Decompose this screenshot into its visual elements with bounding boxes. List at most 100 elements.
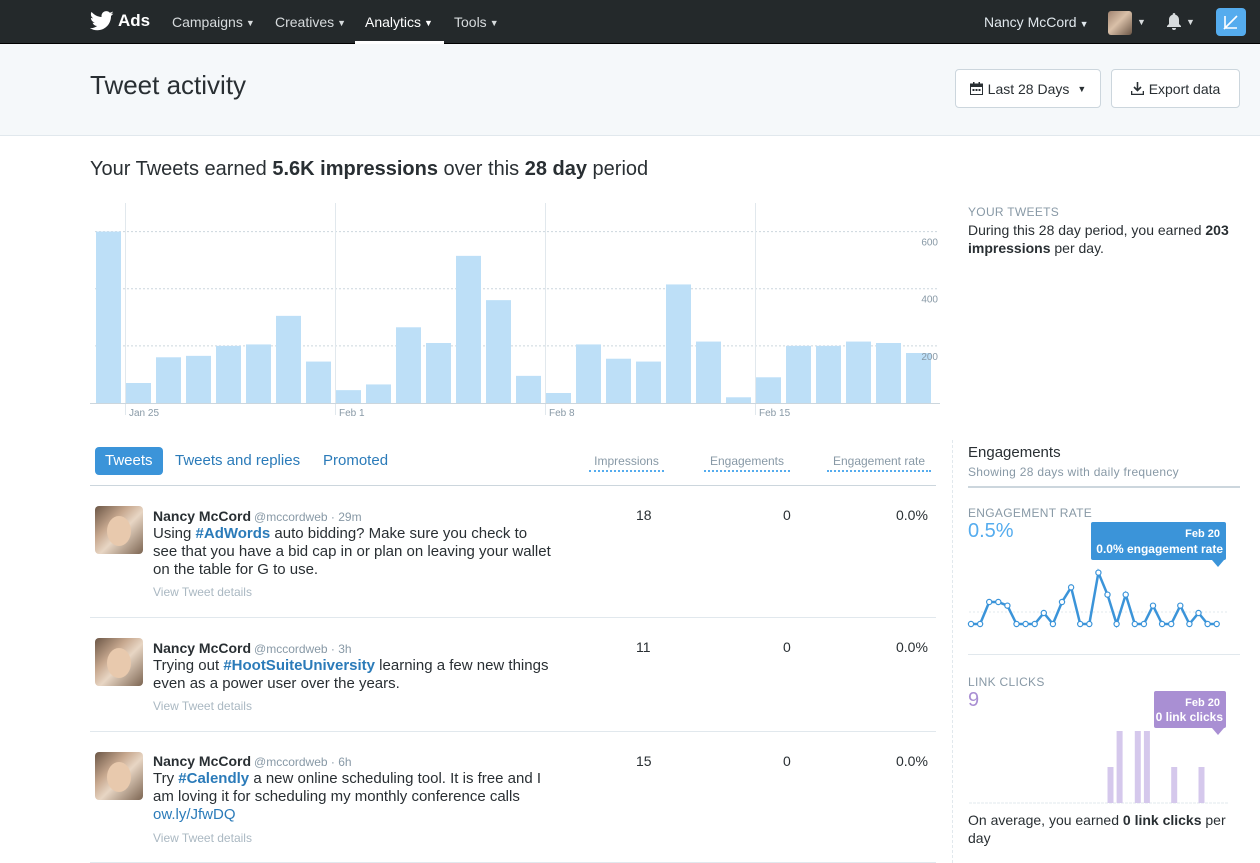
tweet-author[interactable]: Nancy McCord @mccordweb · 29m [153,508,362,524]
chart-bar [576,344,601,403]
avg-text-b: 0 link clicks [1122,812,1202,828]
engagement-rate-point [1204,620,1211,628]
link-clicks-bar [1134,731,1141,803]
chart-bar [306,361,331,403]
tab-tweets[interactable]: Tweets [95,447,163,475]
tweet-url-link[interactable]: ow.ly/JfwDQ [153,806,236,823]
tweet-engagements: 0 [783,639,791,655]
chart-bar [96,231,121,403]
link-clicks-chart: Feb 200 link clicks [969,691,1228,804]
hashtag-link[interactable]: #HootSuiteUniversity [223,657,376,674]
chevron-down-icon[interactable]: ▼ [1186,17,1195,27]
nav-campaigns[interactable]: Campaigns ▼ [162,0,265,44]
engagement-rate-point [1013,620,1020,628]
avatar[interactable] [95,752,143,800]
hashtag-link[interactable]: #Calendly [178,770,250,787]
your-tweets-label: YOUR TWEETS [968,205,1060,219]
link-clicks-average: On average, you earned 0 link clicks per… [968,811,1240,847]
tweet-author[interactable]: Nancy McCord @mccordweb · 6h [153,753,352,769]
brand-logo[interactable]: Ads [90,10,150,32]
engagement-rate-point [1058,598,1066,606]
tweet-text: Try #Calendly a new online scheduling to… [153,770,553,824]
tweet-row[interactable]: Nancy McCord @mccordweb · 29m Using #AdWo… [90,486,936,618]
chevron-down-icon: ▼ [1077,83,1087,94]
export-data-label: Export data [1148,80,1221,97]
date-range-label: Last 28 Days [987,80,1070,97]
chart-bar [786,345,811,403]
col-engagement-rate[interactable]: Engagement rate [827,454,931,472]
nav-tools-label: Tools [454,14,487,30]
summary-impressions: 5.6K impressions [272,158,438,180]
tweet-row[interactable]: Nancy McCord @mccordweb · 6h Try #Calendl… [90,732,936,863]
export-data-button[interactable]: Export data [1111,69,1240,108]
nav-analytics[interactable]: Analytics ▼ [355,0,444,44]
date-range-button[interactable]: Last 28 Days ▼ [955,69,1101,108]
chart-bar [186,355,211,403]
view-tweet-details-link[interactable]: View Tweet details [153,831,252,845]
engagements-subtitle: Showing 28 days with daily frequency [968,465,1179,479]
engagement-rate-point [1122,591,1129,598]
link-clicks-tooltip [1154,691,1226,728]
nav-creatives[interactable]: Creatives ▼ [265,0,356,44]
col-engagements[interactable]: Engagements [704,454,790,472]
engagement-rate-point [1149,602,1157,609]
engagement-rate-point [1213,620,1220,628]
link-clicks-bar [1107,767,1114,803]
col-impressions[interactable]: Impressions [589,454,664,472]
engagement-rate-value: 0.5% [968,520,1014,542]
your-tweets-text: During this 28 day period, you earned 20… [968,221,1253,257]
your-tweets-text-a: During this 28 day period, you earned [968,222,1202,238]
user-menu[interactable]: Nancy McCord ▼ [984,0,1089,44]
chart-bar [816,345,841,403]
tab-tweets-and-replies[interactable]: Tweets and replies [175,452,301,469]
compose-tweet-button[interactable] [1216,8,1246,36]
chevron-down-icon: ▼ [489,18,499,28]
tab-promoted[interactable]: Promoted [323,452,389,469]
avg-text-c: per day [968,812,1226,846]
tweet-impressions: 11 [636,639,651,655]
tweet-text-pre: Trying out [153,657,224,674]
chevron-down-icon: ▼ [337,18,347,28]
avatar[interactable] [1108,11,1132,35]
chart-bar [366,384,391,403]
engagement-tooltip-arrow [1212,560,1224,567]
chart-bar [906,353,931,403]
engagement-rate-point [1104,591,1111,598]
chart-bar [606,358,631,403]
hashtag-link[interactable]: #AdWords [195,525,271,542]
divider [968,486,1240,488]
link-clicks-bar [1198,767,1205,803]
view-tweet-details-link[interactable]: View Tweet details [153,585,252,599]
nav-tools[interactable]: Tools ▼ [444,0,509,44]
engagement-rate-point [1113,620,1120,628]
chart-bar [156,357,181,403]
avatar[interactable] [95,506,143,554]
divider [952,440,953,863]
tweet-engagements: 0 [783,507,791,523]
tweet-row[interactable]: Nancy McCord @mccordweb · 3h Trying out #… [90,618,936,732]
link-clicks-tooltip-date: Feb 20 [1185,697,1220,709]
summary-prefix: Your Tweets earned [90,158,267,180]
engagement-rate-point [995,598,1002,606]
tweet-engagement-rate: 0.0% [896,639,928,655]
chevron-down-icon[interactable]: ▼ [1137,17,1146,27]
x-tick-label: Jan 25 [129,408,159,419]
bell-icon[interactable] [1166,13,1182,35]
page-title: Tweet activity [90,70,247,100]
chart-bar [636,361,661,403]
tweet-handle: @mccordweb · 29m [254,510,362,524]
engagement-rate-point [1004,602,1011,609]
link-clicks-bar [1116,731,1123,803]
engagement-rate-label: ENGAGEMENT RATE [968,506,1093,520]
engagement-rate-point [1095,569,1102,576]
calendar-icon [969,82,983,95]
chart-bar [666,284,691,403]
tweet-author[interactable]: Nancy McCord @mccordweb · 3h [153,640,352,656]
view-tweet-details-link[interactable]: View Tweet details [153,699,252,713]
engagement-rate-point [1022,620,1029,628]
avatar[interactable] [95,638,143,686]
tweet-engagement-rate: 0.0% [896,507,928,523]
tweet-impressions: 18 [636,507,652,523]
chart-bar [726,397,751,403]
top-nav: Ads Campaigns ▼ Creatives ▼ Analytics ▼ Too… [0,0,1260,44]
